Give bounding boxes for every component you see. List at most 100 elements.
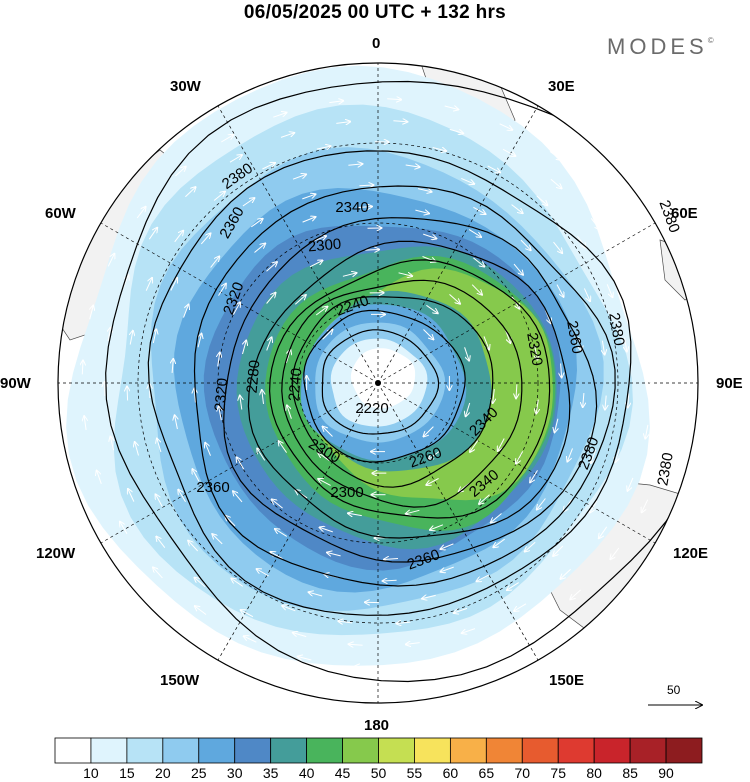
wind-arrow (293, 633, 307, 638)
wind-arrow (318, 453, 330, 462)
wind-arrow (218, 284, 226, 296)
wind-arrow (257, 449, 266, 461)
wind-arrow (90, 306, 94, 320)
colorbar-tick-label: 40 (298, 765, 315, 781)
wind-arrow (266, 337, 272, 351)
wind-arrow (387, 99, 401, 100)
contour-label: 2300 (307, 236, 342, 256)
wind-arrow (156, 537, 166, 549)
colorbar-swatch (485, 737, 523, 764)
wind-arrow (471, 284, 482, 295)
wind-arrow (294, 295, 306, 305)
wind-arrow (254, 244, 266, 253)
wind-arrow (175, 415, 178, 430)
wind-arrow (590, 500, 598, 513)
wind-arrow (426, 477, 439, 485)
colorbar-tick-label: 30 (226, 765, 243, 781)
wind-arrow (461, 177, 474, 184)
wind-arrow (468, 229, 481, 237)
wind-arrow (127, 387, 128, 401)
colorbar-swatch (665, 737, 703, 764)
wind-arrow (470, 648, 483, 654)
lon-label-30e: 30E (548, 78, 575, 95)
colorbar-swatch (162, 737, 200, 764)
map-title: 06/05/2025 00 UTC + 132 hrs (243, 2, 507, 23)
wind-arrow (673, 391, 674, 406)
wind-arrow (84, 416, 86, 431)
contour-label: 2340 (335, 199, 368, 216)
wind-arrow (323, 427, 333, 437)
wind-arrow (157, 439, 162, 453)
wind-arrow (97, 471, 102, 484)
height-contour (247, 240, 571, 539)
wind-arrow (287, 405, 292, 419)
reference-vector-value: 50 (667, 683, 681, 697)
wind-arrow (466, 402, 471, 416)
wind-arrow (244, 636, 257, 643)
wind-arrow (213, 192, 225, 201)
wind-vectors (82, 99, 673, 667)
meridian-line (377, 382, 656, 544)
wind-arrow (243, 341, 247, 355)
wind-arrow (82, 361, 83, 375)
wind-arrow (536, 399, 538, 414)
wind-arrow (628, 477, 634, 491)
wind-arrow (393, 121, 407, 122)
wind-arrow (383, 580, 397, 581)
colorbar-tick-label: 65 (478, 765, 495, 781)
wind-arrow (192, 469, 200, 482)
wind-arrow (553, 545, 564, 556)
colorbar-swatch (306, 737, 343, 764)
wind-arrow (520, 239, 531, 250)
meridian-line (100, 382, 379, 544)
wind-arrow (233, 491, 243, 503)
wind-arrow (110, 437, 113, 451)
wind-arrow (273, 113, 286, 118)
colorbar-swatch (557, 737, 595, 764)
graticule (58, 63, 698, 703)
lon-label-180: 180 (364, 717, 390, 734)
wind-arrow (516, 451, 524, 463)
wind-arrow (329, 101, 343, 103)
wind-arrow (464, 347, 470, 360)
brand-logo: MODES© (607, 34, 714, 59)
colorbar-swatch (126, 737, 164, 764)
height-contours (105, 80, 698, 683)
wind-arrow (170, 278, 177, 291)
contour-label: 2300 (330, 484, 363, 501)
colorbar (54, 737, 703, 764)
wind-arrow (355, 666, 369, 667)
wind-arrow (591, 449, 597, 463)
wind-arrow (397, 622, 411, 623)
wind-arrow (462, 628, 476, 634)
lon-label-120e: 120E (673, 545, 709, 562)
colorbar-swatch (90, 737, 128, 764)
wind-arrow (423, 329, 434, 340)
wind-arrow (642, 499, 649, 513)
wind-arrow (315, 307, 327, 316)
wind-arrow (316, 146, 331, 149)
contour-label: 2360 (196, 479, 229, 496)
height-contour (303, 309, 466, 463)
wind-arrow (153, 329, 156, 344)
wind-arrow (365, 250, 379, 251)
wind-arrow (583, 393, 584, 407)
wind-arrow (309, 261, 323, 268)
contour-label: 2380 (654, 451, 677, 487)
wind-arrow (516, 384, 517, 398)
colorbar-swatch (54, 737, 92, 764)
wind-arrow (183, 305, 189, 318)
wind-arrow (406, 510, 420, 514)
wind-arrow (625, 337, 627, 352)
wind-arrow (327, 553, 341, 556)
wind-arrow (498, 438, 505, 451)
wind-arrow (628, 232, 636, 244)
wind-arrow (257, 569, 269, 577)
wind-arrow (172, 359, 173, 373)
wind-arrow (628, 393, 629, 408)
wind-arrow (302, 217, 316, 223)
wind-arrow (413, 663, 427, 665)
lon-label-90e: 90E (716, 375, 743, 392)
wind-arrow (174, 231, 184, 243)
